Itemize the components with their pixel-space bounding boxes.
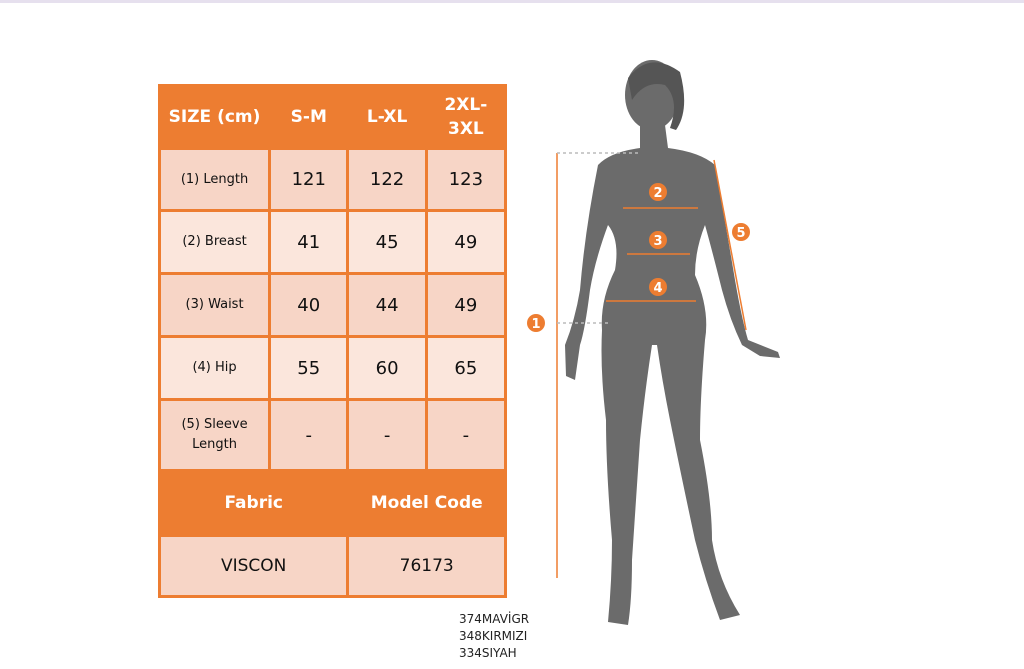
size-chart-table: SIZE (cm) S-M L-XL 2XL-3XL (1) Length 12… — [157, 84, 508, 598]
table-row: (2) Breast 41 45 49 — [157, 209, 508, 275]
header-s-m: S-M — [268, 84, 350, 150]
model-code-label: Model Code — [346, 469, 507, 537]
measurement-markers: 1 2 3 4 5 — [527, 183, 750, 332]
cell: 40 — [268, 272, 350, 338]
cell: 122 — [346, 147, 428, 212]
cell: 121 — [268, 147, 350, 212]
marker-3: 3 — [653, 234, 662, 249]
marker-1: 1 — [531, 317, 540, 332]
fabric-label: Fabric — [157, 469, 350, 537]
cell: - — [424, 398, 508, 472]
color-code: 374MAVİGR — [459, 612, 530, 626]
silhouette — [565, 60, 780, 625]
row-label: (1) Length — [157, 147, 272, 212]
color-code: 334SIYAH — [459, 646, 517, 660]
measurement-lines — [556, 152, 747, 578]
header-l-xl: L-XL — [346, 84, 428, 150]
cell: 49 — [424, 209, 508, 275]
cell: 123 — [424, 147, 508, 212]
table-row: (4) Hip 55 60 65 — [157, 335, 508, 401]
color-code: 348KIRMIZI — [459, 629, 528, 643]
row-label: (4) Hip — [157, 335, 272, 401]
cell: - — [346, 398, 428, 472]
marker-4: 4 — [653, 281, 662, 296]
top-border — [0, 0, 1024, 3]
cell: 49 — [424, 272, 508, 338]
header-size: SIZE (cm) — [157, 84, 272, 150]
table-row: (1) Length 121 122 123 — [157, 147, 508, 212]
cell: - — [268, 398, 350, 472]
color-codes: 374MAVİGR 348KIRMIZI 334SIYAH — [459, 611, 529, 662]
cell: 55 — [268, 335, 350, 401]
row-label: (5) Sleeve Length — [157, 398, 272, 472]
row-label: (2) Breast — [157, 209, 272, 275]
table-row: (3) Waist 40 44 49 — [157, 272, 508, 338]
marker-5: 5 — [736, 226, 745, 241]
row-label: (3) Waist — [157, 272, 272, 338]
header-2xl-3xl: 2XL-3XL — [424, 84, 508, 150]
cell: 60 — [346, 335, 428, 401]
cell: 41 — [268, 209, 350, 275]
cell: 44 — [346, 272, 428, 338]
model-code-value: 76173 — [346, 534, 507, 598]
fabric-data-row: VISCON 76173 — [157, 534, 507, 598]
cell: 65 — [424, 335, 508, 401]
table-row: (5) Sleeve Length - - - — [157, 398, 508, 472]
marker-2: 2 — [653, 186, 662, 201]
fabric-header-row: Fabric Model Code — [157, 469, 507, 537]
table-header-row: SIZE (cm) S-M L-XL 2XL-3XL — [157, 84, 508, 150]
fabric-value: VISCON — [157, 534, 350, 598]
cell: 45 — [346, 209, 428, 275]
